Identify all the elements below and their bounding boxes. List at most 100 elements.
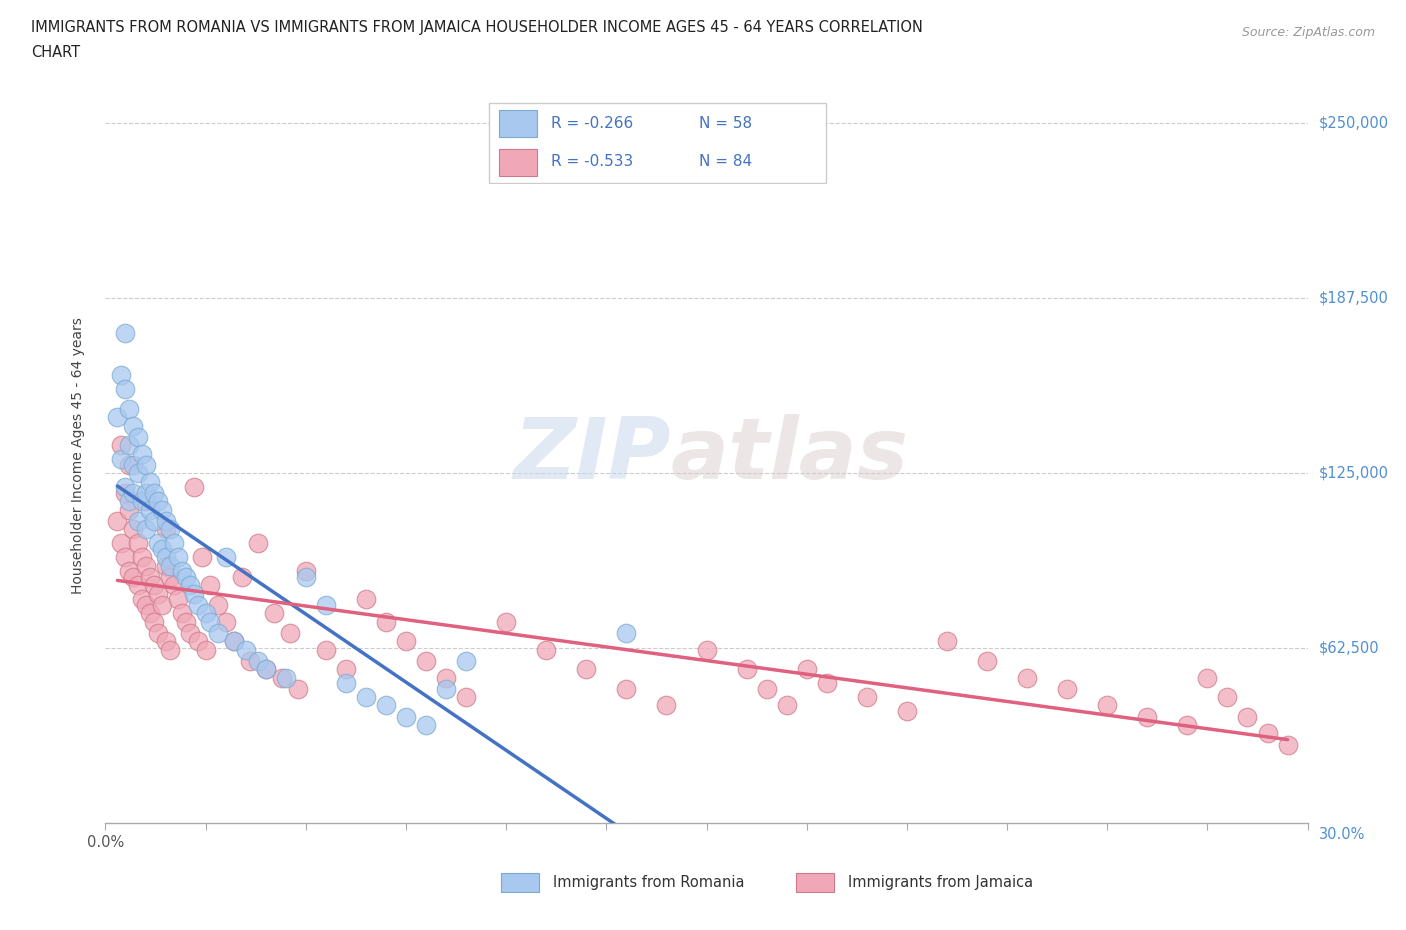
- Point: [142, 578, 165, 592]
- Point: [1236, 710, 1258, 724]
- Point: [170, 605, 193, 620]
- Point: [815, 676, 838, 691]
- Point: [138, 474, 160, 489]
- Point: [131, 591, 153, 606]
- Point: [1097, 698, 1119, 713]
- Point: [395, 633, 418, 648]
- Point: [142, 485, 165, 500]
- Point: [534, 642, 557, 657]
- Point: [155, 513, 177, 528]
- Point: [110, 452, 132, 467]
- Point: [735, 661, 758, 676]
- Point: [114, 485, 136, 500]
- Point: [1056, 682, 1078, 697]
- Point: [142, 513, 165, 528]
- Text: Immigrants from Jamaica: Immigrants from Jamaica: [848, 875, 1033, 890]
- Point: [179, 578, 201, 592]
- Point: [207, 625, 229, 640]
- FancyBboxPatch shape: [488, 103, 827, 183]
- Point: [135, 485, 157, 500]
- Point: [278, 625, 301, 640]
- Y-axis label: Householder Income Ages 45 - 64 years: Householder Income Ages 45 - 64 years: [70, 317, 84, 594]
- Point: [131, 550, 153, 565]
- Point: [454, 690, 477, 705]
- Point: [183, 480, 205, 495]
- Point: [110, 367, 132, 382]
- Point: [434, 671, 457, 685]
- Point: [174, 614, 197, 629]
- Point: [187, 597, 209, 612]
- Point: [896, 704, 918, 719]
- Point: [263, 605, 285, 620]
- Point: [354, 690, 377, 705]
- Point: [159, 558, 181, 573]
- Point: [142, 614, 165, 629]
- Point: [135, 458, 157, 472]
- Point: [315, 642, 337, 657]
- FancyBboxPatch shape: [501, 873, 540, 892]
- Point: [1197, 671, 1219, 685]
- Point: [146, 494, 169, 509]
- Point: [174, 569, 197, 584]
- Point: [118, 502, 141, 517]
- Point: [194, 605, 217, 620]
- Point: [198, 578, 221, 592]
- Point: [254, 661, 277, 676]
- Text: N = 58: N = 58: [699, 116, 752, 131]
- Point: [162, 578, 184, 592]
- Point: [190, 550, 212, 565]
- Point: [434, 682, 457, 697]
- Point: [166, 550, 188, 565]
- Point: [246, 653, 269, 668]
- Point: [135, 494, 157, 509]
- Point: [155, 633, 177, 648]
- Point: [135, 558, 157, 573]
- Text: ZIP: ZIP: [513, 414, 671, 498]
- Point: [976, 653, 998, 668]
- Point: [159, 569, 181, 584]
- Point: [122, 569, 145, 584]
- FancyBboxPatch shape: [499, 111, 537, 138]
- Point: [696, 642, 718, 657]
- Point: [146, 536, 169, 551]
- Point: [194, 642, 217, 657]
- Point: [1216, 690, 1239, 705]
- Point: [159, 642, 181, 657]
- FancyBboxPatch shape: [796, 873, 834, 892]
- Point: [415, 653, 437, 668]
- Point: [122, 485, 145, 500]
- Point: [295, 564, 318, 578]
- Point: [122, 418, 145, 433]
- Point: [135, 522, 157, 537]
- Text: $125,000: $125,000: [1319, 466, 1389, 481]
- Point: [295, 569, 318, 584]
- Text: R = -0.266: R = -0.266: [551, 116, 633, 131]
- Point: [1017, 671, 1039, 685]
- Point: [222, 633, 245, 648]
- Point: [131, 494, 153, 509]
- Point: [287, 682, 309, 697]
- Point: [335, 661, 357, 676]
- Point: [374, 614, 398, 629]
- Text: 30.0%: 30.0%: [1319, 827, 1365, 842]
- Point: [114, 480, 136, 495]
- Text: $187,500: $187,500: [1319, 291, 1389, 306]
- Point: [755, 682, 778, 697]
- Point: [107, 410, 129, 425]
- Point: [150, 502, 173, 517]
- Text: R = -0.533: R = -0.533: [551, 153, 633, 168]
- Point: [395, 710, 418, 724]
- Point: [135, 597, 157, 612]
- Text: Source: ZipAtlas.com: Source: ZipAtlas.com: [1241, 26, 1375, 39]
- Point: [138, 605, 160, 620]
- Point: [118, 494, 141, 509]
- Text: CHART: CHART: [31, 45, 80, 60]
- Text: $62,500: $62,500: [1319, 641, 1379, 656]
- Point: [127, 536, 149, 551]
- Point: [187, 633, 209, 648]
- Point: [235, 642, 257, 657]
- Point: [222, 633, 245, 648]
- Point: [162, 536, 184, 551]
- Point: [146, 625, 169, 640]
- Text: Immigrants from Romania: Immigrants from Romania: [553, 875, 744, 890]
